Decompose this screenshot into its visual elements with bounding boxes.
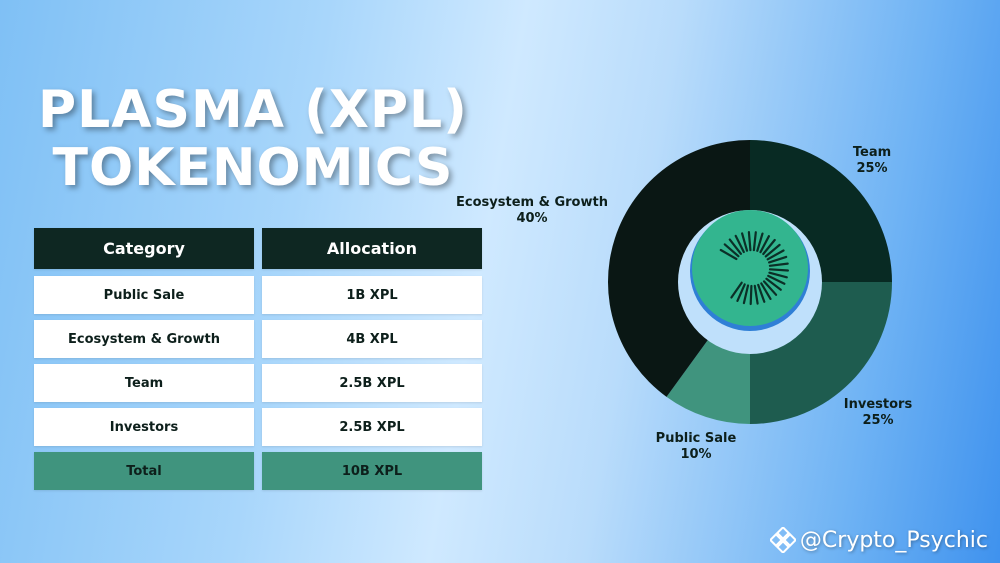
slice-label-name: Investors xyxy=(844,397,913,412)
table-row-category: Team xyxy=(34,364,254,402)
slice-label-percent: 25% xyxy=(856,161,887,176)
logo-ray xyxy=(764,243,781,258)
binance-icon xyxy=(769,527,796,553)
table-header-allocation: Allocation xyxy=(262,228,482,269)
logo-ray xyxy=(768,268,790,272)
slice-label-name: Public Sale xyxy=(656,431,737,446)
plasma-logo-rays xyxy=(719,231,790,306)
watermark: @Crypto_Psychic xyxy=(769,527,988,553)
table-row-category: Ecosystem & Growth xyxy=(34,320,254,358)
slice-label-name: Team xyxy=(853,145,891,160)
logo-ray xyxy=(759,235,771,254)
logo-ray xyxy=(762,238,776,256)
page-title-line-2: TOKENOMICS xyxy=(52,138,454,198)
table-row-category: Investors xyxy=(34,408,254,446)
logo-ray xyxy=(747,231,752,252)
logo-ray xyxy=(740,232,749,252)
logo-ray xyxy=(742,284,750,305)
slice-label-percent: 25% xyxy=(862,413,893,428)
plasma-logo xyxy=(692,210,808,326)
table-row-allocation: 4B XPL xyxy=(262,320,482,358)
logo-ray xyxy=(767,274,786,285)
watermark-text: @Crypto_Psychic xyxy=(799,527,988,553)
logo-ray xyxy=(736,283,746,302)
slice-label-name: Ecosystem & Growth xyxy=(456,195,608,210)
logo-ray xyxy=(757,283,766,303)
logo-ray xyxy=(734,234,745,254)
slice-label-percent: 10% xyxy=(680,447,711,462)
slice-label-percent: 40% xyxy=(516,211,547,226)
table-row-allocation: 2.5B XPL xyxy=(262,364,482,402)
logo-ray xyxy=(719,248,738,261)
logo-ray xyxy=(768,271,788,279)
pie-slice-ecosystem-growth xyxy=(607,140,750,397)
logo-ray xyxy=(766,249,785,261)
logo-ray xyxy=(768,262,789,267)
table-header-category: Category xyxy=(34,228,254,269)
logo-ray xyxy=(752,231,757,252)
logo-ray xyxy=(765,277,782,291)
logo-ray xyxy=(756,232,764,252)
table-total-allocation: 10B XPL xyxy=(262,452,482,490)
logo-ray xyxy=(760,282,772,300)
logo-ray xyxy=(767,255,788,264)
logo-ray xyxy=(749,284,753,306)
logo-ray xyxy=(762,280,778,296)
table-total-category: Total xyxy=(34,452,254,490)
logo-ray xyxy=(723,243,740,258)
table-row-allocation: 1B XPL xyxy=(262,276,482,314)
table-row-category: Public Sale xyxy=(34,276,254,314)
logo-ray xyxy=(728,238,743,255)
logo-ray xyxy=(730,281,743,299)
page-title-line-1: PLASMA (XPL) xyxy=(38,80,468,140)
logo-ray xyxy=(753,284,759,305)
table-row-allocation: 2.5B XPL xyxy=(262,408,482,446)
